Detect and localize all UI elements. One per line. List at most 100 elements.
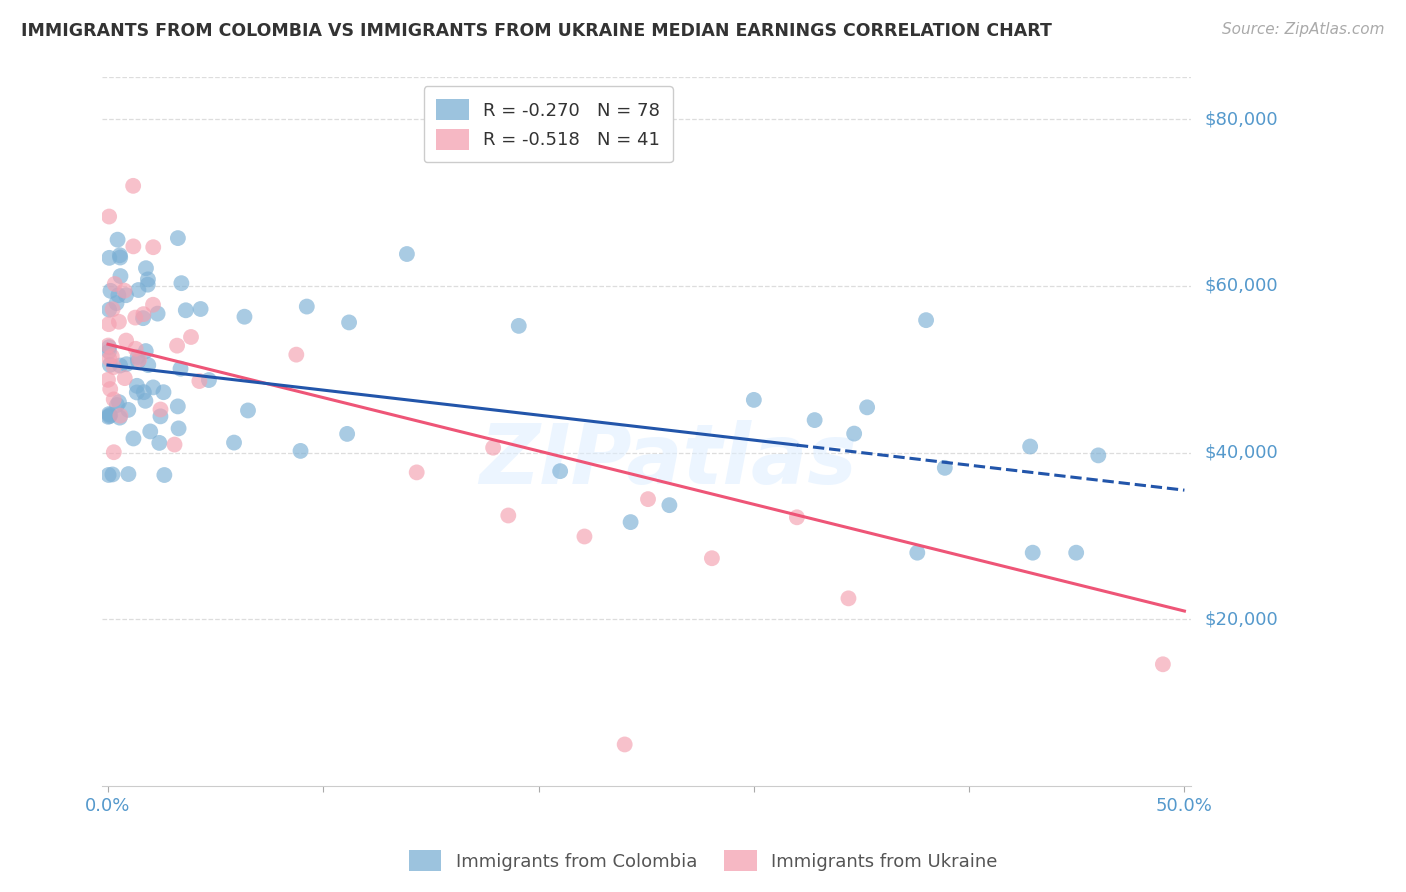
Point	[132, 311, 155, 326]
Point	[108, 315, 131, 329]
Point	[103, 359, 125, 374]
Point	[136, 272, 159, 286]
Point	[127, 350, 149, 364]
Point	[163, 437, 186, 451]
Point	[98, 358, 121, 372]
Point	[97, 467, 120, 482]
Point	[198, 373, 221, 387]
Point	[98, 344, 121, 359]
Text: $60,000: $60,000	[1205, 277, 1278, 295]
Point	[170, 276, 193, 290]
Point	[122, 239, 145, 253]
Point	[166, 400, 188, 414]
Point	[105, 296, 128, 310]
Point	[108, 251, 131, 265]
Point	[742, 392, 765, 407]
Point	[112, 284, 135, 298]
Point	[233, 310, 256, 324]
Point	[142, 380, 165, 394]
Point	[125, 379, 148, 393]
Point	[915, 313, 938, 327]
Point	[105, 398, 128, 412]
Point	[167, 231, 190, 245]
Point	[98, 210, 121, 224]
Point	[98, 351, 121, 366]
Point	[152, 385, 174, 400]
Point	[1064, 546, 1087, 560]
Point	[142, 298, 165, 312]
Text: IMMIGRANTS FROM COLOMBIA VS IMMIGRANTS FROM UKRAINE MEDIAN EARNINGS CORRELATION : IMMIGRANTS FROM COLOMBIA VS IMMIGRANTS F…	[21, 22, 1052, 40]
Point	[134, 393, 156, 408]
Point	[169, 361, 191, 376]
Point	[136, 358, 159, 372]
Point	[236, 403, 259, 417]
Point	[620, 515, 643, 529]
Point	[127, 354, 149, 368]
Point	[97, 373, 120, 387]
Point	[101, 349, 124, 363]
Point	[153, 468, 176, 483]
Point	[180, 330, 202, 344]
Point	[97, 317, 120, 331]
Point	[108, 359, 131, 373]
Point	[97, 409, 120, 424]
Point	[115, 357, 138, 371]
Point	[188, 374, 211, 388]
Point	[905, 546, 928, 560]
Point	[1022, 546, 1045, 560]
Point	[142, 240, 165, 254]
Point	[107, 233, 129, 247]
Point	[107, 288, 129, 302]
Point	[124, 310, 146, 325]
Point	[135, 261, 157, 276]
Point	[100, 284, 122, 298]
Point	[856, 401, 879, 415]
Text: ZIPatlas: ZIPatlas	[479, 419, 856, 500]
Point	[122, 432, 145, 446]
Point	[148, 436, 170, 450]
Point	[104, 277, 127, 291]
Point	[124, 342, 146, 356]
Point	[844, 426, 866, 441]
Point	[337, 315, 360, 329]
Text: Source: ZipAtlas.com: Source: ZipAtlas.com	[1222, 22, 1385, 37]
Point	[103, 445, 125, 459]
Text: $20,000: $20,000	[1205, 610, 1278, 628]
Point	[167, 421, 190, 435]
Point	[613, 738, 636, 752]
Point	[115, 334, 138, 348]
Point	[700, 551, 723, 566]
Point	[115, 288, 138, 302]
Legend: R = -0.270   N = 78, R = -0.518   N = 41: R = -0.270 N = 78, R = -0.518 N = 41	[423, 87, 672, 162]
Point	[132, 385, 155, 400]
Point	[98, 340, 121, 354]
Point	[1019, 440, 1042, 454]
Point	[295, 300, 318, 314]
Point	[149, 409, 172, 424]
Point	[98, 382, 121, 396]
Point	[574, 529, 596, 543]
Point	[285, 348, 308, 362]
Point	[98, 302, 121, 317]
Point	[786, 510, 808, 524]
Point	[498, 508, 520, 523]
Point	[149, 402, 172, 417]
Point	[127, 283, 149, 297]
Point	[139, 425, 162, 439]
Point	[103, 392, 125, 407]
Point	[98, 409, 121, 424]
Point	[108, 410, 131, 425]
Point	[637, 492, 659, 507]
Point	[117, 467, 139, 481]
Point	[1152, 657, 1174, 672]
Point	[108, 248, 131, 262]
Point	[135, 344, 157, 359]
Point	[101, 302, 124, 317]
Point	[146, 307, 169, 321]
Point	[548, 464, 571, 478]
Point	[803, 413, 825, 427]
Text: $40,000: $40,000	[1205, 443, 1278, 462]
Point	[1087, 449, 1109, 463]
Legend: Immigrants from Colombia, Immigrants from Ukraine: Immigrants from Colombia, Immigrants fro…	[402, 843, 1004, 879]
Point	[658, 498, 681, 512]
